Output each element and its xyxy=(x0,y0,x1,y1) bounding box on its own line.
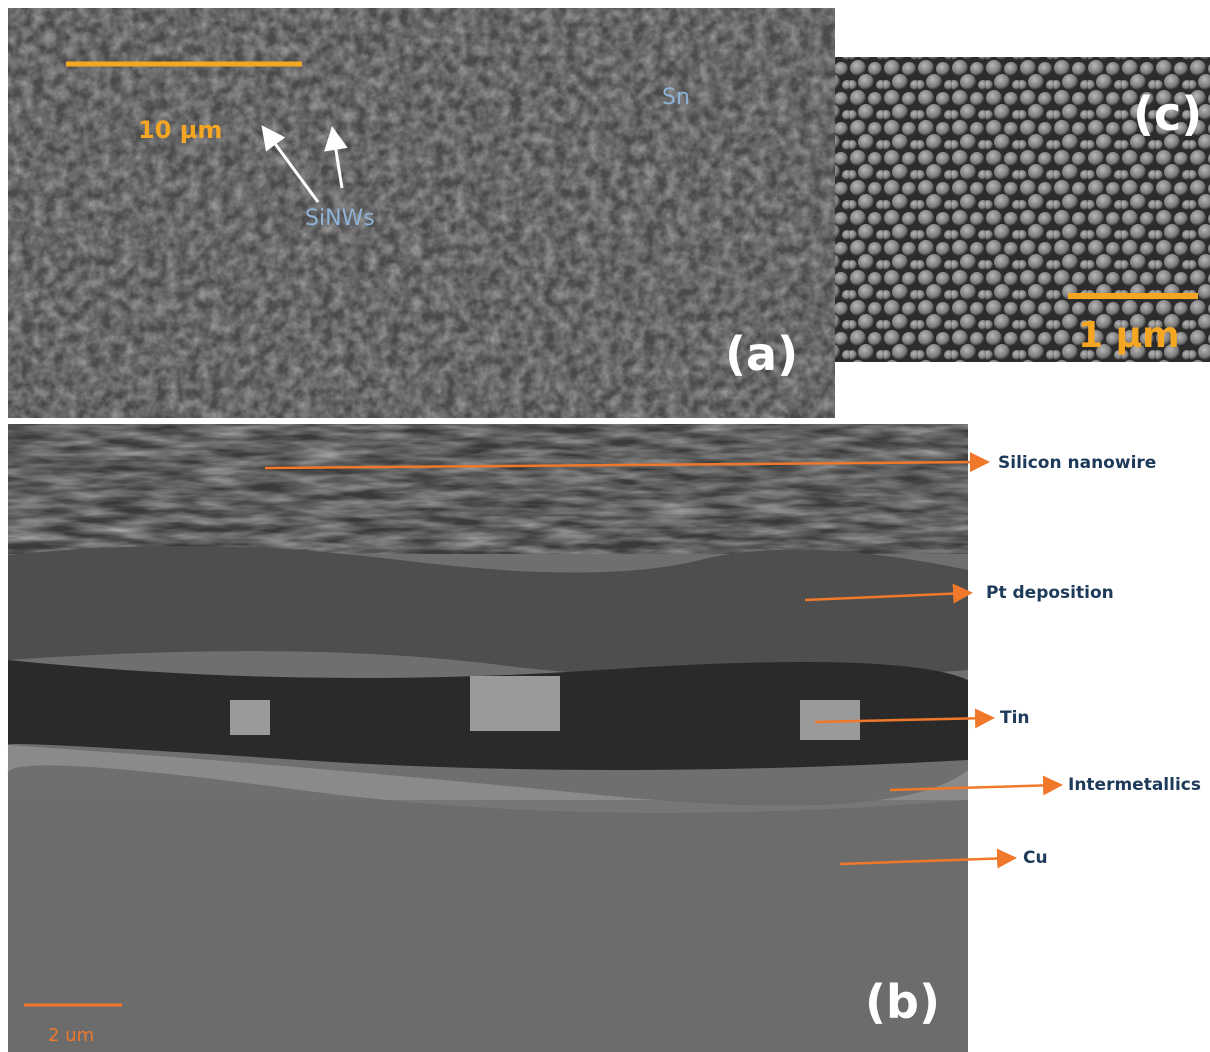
scale-label: 2 um xyxy=(48,1025,94,1046)
panel-label: (b) xyxy=(865,975,940,1029)
texture xyxy=(8,8,835,418)
layer-label: Intermetallics xyxy=(1068,775,1201,795)
arrow xyxy=(324,126,348,189)
arrow xyxy=(261,125,320,203)
layer-label: Silicon nanowire xyxy=(998,453,1156,473)
annotation: SiNWs xyxy=(305,206,375,231)
cu-region xyxy=(8,800,968,1052)
panel-c: (c) 1 µm xyxy=(835,57,1210,362)
arrow xyxy=(804,583,973,604)
panel-b: Silicon nanowire Pt deposition Tin Inter… xyxy=(7,424,1201,1052)
panel-label: (a) xyxy=(725,327,798,381)
arrow xyxy=(839,848,1017,869)
layer-label: Pt deposition xyxy=(986,583,1114,603)
tin-grain xyxy=(470,676,560,731)
arrow xyxy=(889,775,1063,796)
sem-image xyxy=(835,57,1210,362)
pt-layer xyxy=(8,546,968,679)
layer-label: Cu xyxy=(1023,848,1048,868)
layer-label: Tin xyxy=(1000,708,1030,728)
tin-grain xyxy=(230,700,270,735)
panel-a: 10 µm Sn SiNWs (a) xyxy=(8,8,835,418)
annotation: Sn xyxy=(662,85,690,110)
arrow xyxy=(814,708,995,729)
texture xyxy=(8,424,968,554)
scale-label: 10 µm xyxy=(138,116,222,144)
panel-label: (c) xyxy=(1133,87,1202,141)
arrow xyxy=(264,452,990,473)
scale-label: 1 µm xyxy=(1078,315,1180,356)
